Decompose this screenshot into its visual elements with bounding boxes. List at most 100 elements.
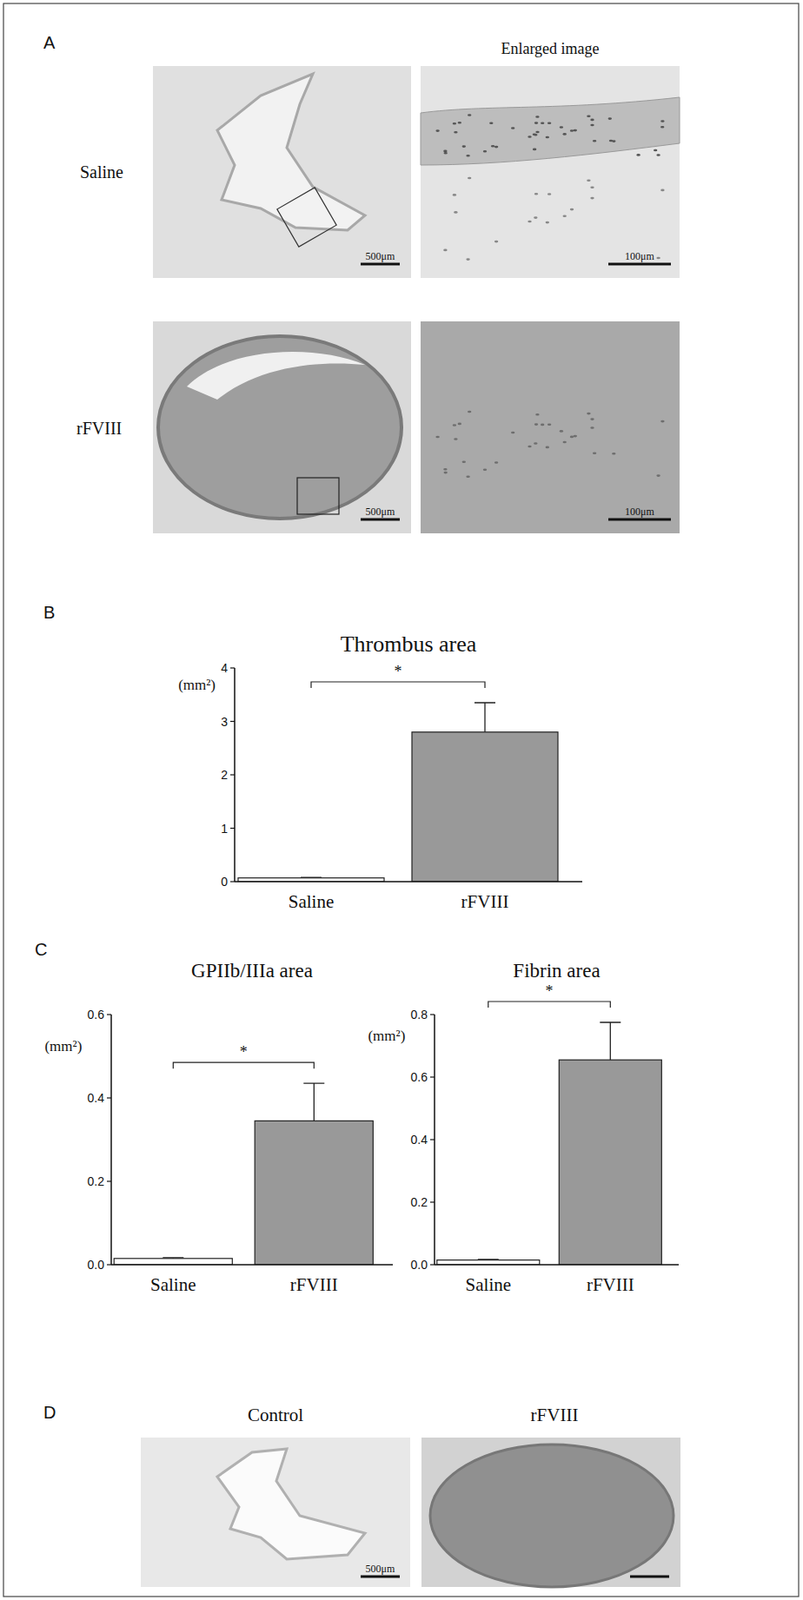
marks (113, 1083, 373, 1266)
zoom-box (277, 187, 337, 247)
y-tick-label: 0.4 (87, 1091, 106, 1106)
cell-nucleus (443, 468, 447, 472)
y-axis (110, 1015, 113, 1266)
cell-nucleus (452, 193, 457, 197)
y-tick-label: 0.6 (411, 1070, 429, 1085)
cell-nucleus (453, 438, 458, 441)
scale-bar-label: 100μm (624, 505, 655, 518)
y-tick-label: 0.4 (411, 1133, 429, 1148)
cell-nucleus (545, 446, 550, 450)
y-tick (106, 1014, 112, 1016)
bar-chart: Fibrin area0.00.20.40.60.8(mm²)SalinerFV… (367, 960, 679, 1296)
cell-nucleus (590, 197, 594, 200)
scale-bar-label: 500μm (365, 1563, 396, 1576)
cell-nucleus (656, 474, 660, 478)
cell-nucleus (457, 121, 462, 125)
micrograph: 500μm (152, 66, 412, 279)
chart-title: Fibrin area (512, 960, 600, 983)
cell-nucleus (462, 145, 466, 148)
marks (238, 703, 558, 883)
cell-nucleus (489, 122, 493, 126)
cell-nucleus (527, 445, 531, 449)
y-tick-label: 0 (220, 875, 228, 890)
cell-nucleus (535, 131, 539, 134)
cell-nucleus (453, 211, 458, 214)
cell-nucleus (547, 424, 551, 427)
scale-bar (360, 1576, 400, 1580)
cell-nucleus (435, 436, 439, 439)
significance-star: * (545, 982, 554, 1001)
tissue-bg (420, 66, 680, 279)
x-tick-label: Saline (288, 891, 335, 913)
cell-nucleus (532, 148, 537, 152)
cell-nucleus (535, 115, 539, 119)
y-tick-label: 2 (220, 768, 228, 783)
cell-nucleus (465, 154, 470, 158)
cell-nucleus (563, 214, 567, 218)
scale-bar-label: 100μm (624, 250, 655, 263)
cell-nucleus (653, 149, 657, 153)
cell-nucleus (467, 177, 472, 180)
error-bar (162, 1258, 184, 1260)
cell-nucleus (532, 133, 537, 137)
significance-bracket (311, 682, 485, 689)
cell-nucleus (444, 152, 448, 155)
thrombus-tissue (420, 321, 680, 534)
bar (411, 732, 558, 883)
cell-nucleus (590, 119, 594, 122)
y-tick-label: 0.2 (87, 1174, 106, 1189)
error-bar (303, 1083, 325, 1122)
image-title: rFVIII (530, 1405, 579, 1427)
chart-title: GPIIb/IIIa area (191, 960, 313, 983)
scale-bar-label: 500μm (365, 505, 396, 518)
vessel-wall (420, 97, 680, 166)
image-title: Control (247, 1405, 304, 1427)
y-tick-label: 0.0 (87, 1258, 106, 1273)
marks (437, 1022, 663, 1266)
cell-nucleus (452, 424, 457, 427)
cell-nucleus (444, 471, 448, 475)
cell-nucleus (534, 423, 538, 426)
bar (254, 1121, 373, 1266)
y-tick (106, 1097, 112, 1099)
column-title: Enlarged image (500, 39, 599, 58)
y-tick (230, 721, 235, 723)
bar (437, 1260, 540, 1266)
cell-nucleus (570, 129, 574, 133)
cell-nucleus (494, 461, 498, 465)
scale-bar (608, 263, 671, 266)
y-tick (430, 1014, 435, 1016)
panel-letter: C (34, 940, 47, 960)
cell-nucleus (609, 139, 613, 143)
cell-nucleus (563, 441, 567, 445)
row-label: Saline (79, 162, 124, 182)
y-axis-label: (mm²) (44, 1038, 82, 1056)
y-tick (106, 1181, 112, 1182)
cell-nucleus (462, 461, 466, 465)
panel-letter: A (43, 33, 56, 53)
cell-nucleus (467, 113, 472, 117)
cell-nucleus (533, 216, 538, 219)
cell-nucleus (494, 240, 498, 244)
cell-nucleus (494, 146, 498, 149)
cell-nucleus (590, 186, 594, 190)
cell-nucleus (465, 258, 470, 261)
cell-nucleus (491, 145, 495, 148)
y-tick (230, 828, 235, 830)
bar-chart: Thrombus area01234(mm²)SalinerFVIII* (178, 631, 583, 913)
vessel-lumen (186, 351, 365, 400)
micrograph (421, 1438, 681, 1588)
scale-bar (360, 263, 400, 266)
cell-nucleus (540, 424, 545, 427)
x-tick-label: rFVIII (586, 1274, 635, 1296)
cell-nucleus (443, 150, 447, 153)
cell-nucleus (586, 179, 591, 182)
error-bar (300, 876, 322, 879)
cell-nucleus (483, 468, 487, 472)
x-axis (234, 881, 583, 883)
error-bar (599, 1022, 621, 1061)
cell-nucleus (547, 122, 551, 126)
cell-nucleus (590, 124, 594, 127)
significance-star: * (394, 663, 403, 681)
y-tick (430, 1264, 435, 1266)
